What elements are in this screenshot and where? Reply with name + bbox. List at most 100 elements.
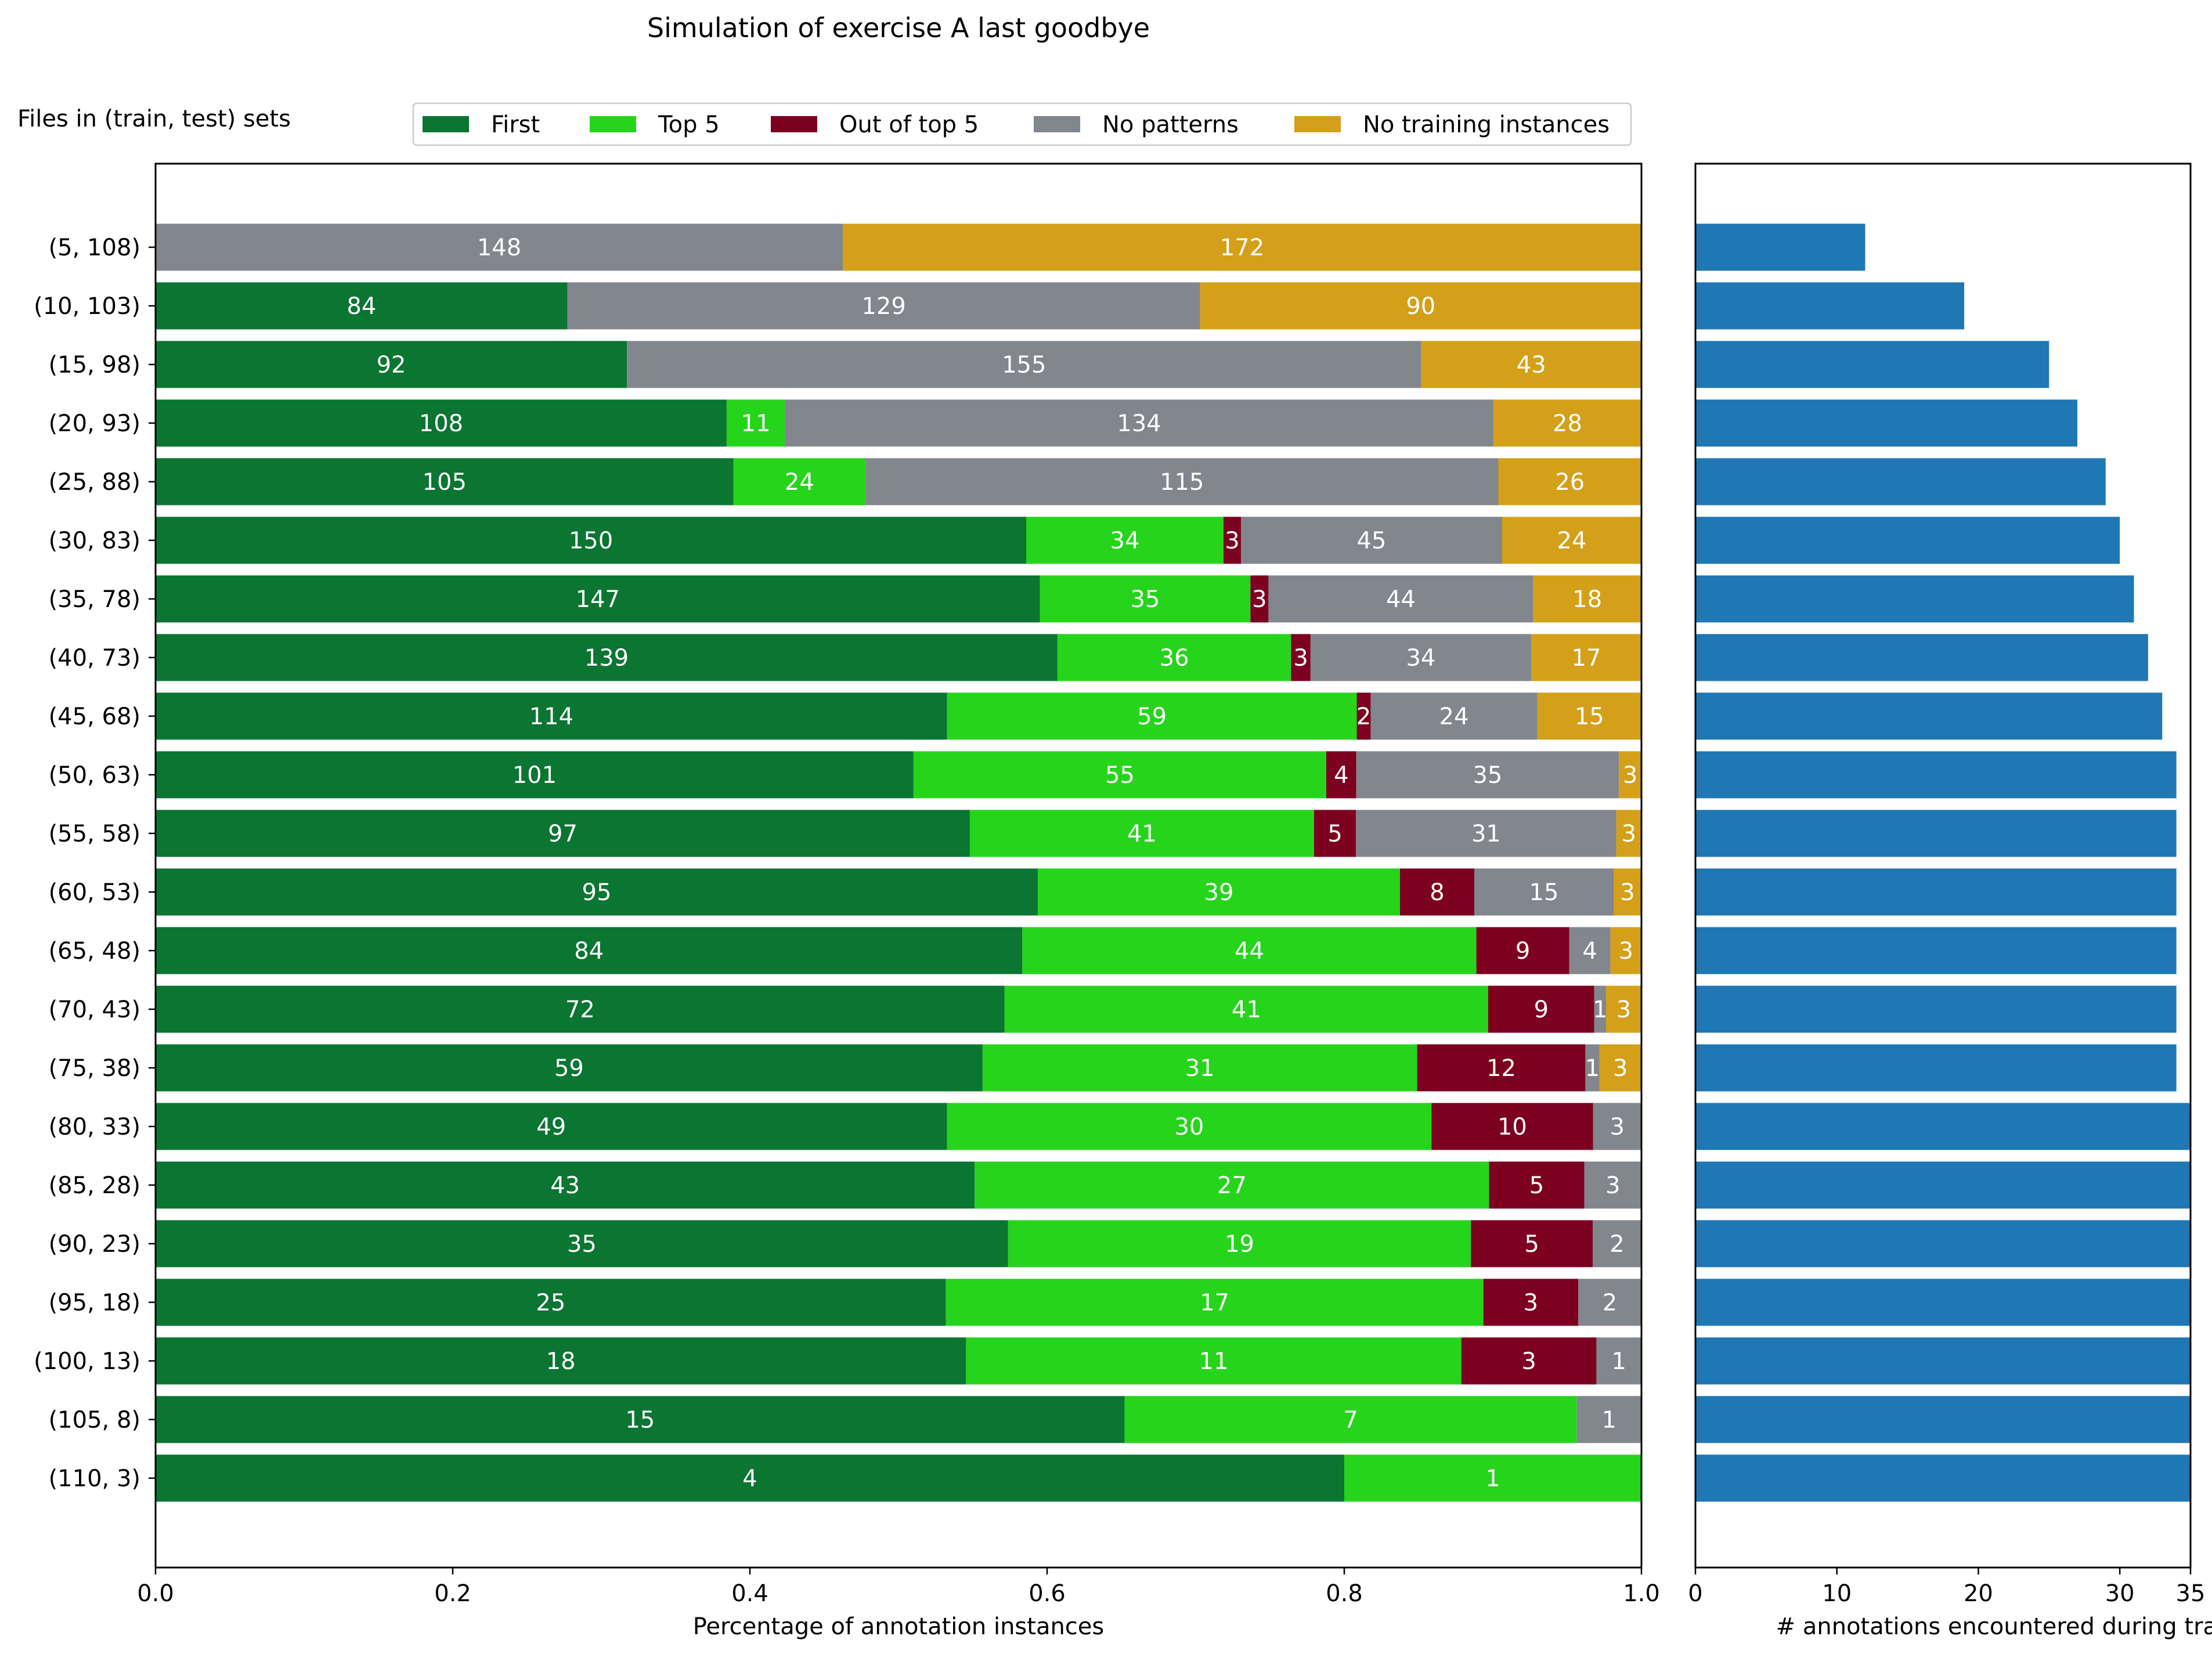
- bar-segment: [843, 223, 1641, 271]
- bar-segment: [1400, 868, 1474, 916]
- side-bar: [1695, 1220, 2191, 1267]
- x-tick-label: 0.0: [137, 1580, 174, 1607]
- bar-segment: [1488, 985, 1594, 1033]
- bar-segment: [1057, 634, 1291, 681]
- y-tick-label: (55, 58): [49, 821, 140, 847]
- bar-segment: [1594, 985, 1607, 1033]
- bar-data-label: 3: [1521, 1348, 1536, 1375]
- bar-segment: [1344, 1454, 1641, 1502]
- y-tick-label: (75, 38): [49, 1055, 140, 1082]
- bar-data-label: 59: [554, 1055, 584, 1082]
- bar-segment: [1040, 575, 1251, 623]
- bar-segment: [1585, 1044, 1600, 1092]
- bar-segment: [1314, 810, 1356, 857]
- bar-data-label: 44: [1386, 586, 1416, 613]
- chart-title: Simulation of exercise A last goodbye: [647, 12, 1150, 44]
- y-tick-label: (110, 3): [49, 1465, 140, 1492]
- bar-data-label: 11: [1199, 1348, 1229, 1375]
- bar-segment: [982, 1044, 1417, 1092]
- y-tick-label: (80, 33): [49, 1114, 140, 1140]
- bar-segment: [156, 341, 627, 388]
- bar-data-label: 3: [1622, 821, 1636, 847]
- legend-box: [412, 102, 1632, 146]
- bar-data-label: 2: [1603, 1290, 1617, 1316]
- legend: First Top 5 Out of top 5 No patterns No trai…: [412, 102, 1632, 146]
- bar-data-label: 59: [1137, 703, 1167, 730]
- bar-data-label: 3: [1225, 528, 1239, 554]
- bar-segment: [946, 1279, 1484, 1326]
- bar-segment: [1606, 985, 1641, 1033]
- bar-data-label: 15: [625, 1407, 655, 1433]
- bar-segment: [1483, 1279, 1579, 1326]
- bar-data-label: 31: [1471, 821, 1501, 847]
- bar-data-label: 31: [1185, 1055, 1215, 1082]
- legend-label: Top 5: [658, 111, 720, 138]
- bar-segment: [156, 1279, 946, 1326]
- x-tick-label: 1.0: [1623, 1580, 1660, 1607]
- bar-data-label: 139: [584, 645, 629, 671]
- bar-segment: [1370, 692, 1538, 740]
- bar-segment: [1022, 927, 1477, 974]
- legend-label: Out of top 5: [839, 111, 979, 138]
- bar-data-label: 3: [1613, 1055, 1628, 1082]
- side-bar: [1695, 1337, 2191, 1385]
- bar-segment: [865, 458, 1499, 505]
- bar-segment: [1593, 1103, 1641, 1150]
- legend-label: First: [491, 111, 540, 138]
- bar-segment: [1596, 1337, 1641, 1385]
- side-plot-background: [1695, 164, 2191, 1568]
- bar-segment: [156, 634, 1058, 681]
- bar-segment: [1619, 751, 1641, 799]
- bar-segment: [1498, 458, 1641, 505]
- bar-data-label: 2: [1356, 703, 1371, 730]
- bar-data-label: 3: [1620, 879, 1634, 906]
- bar-data-label: 27: [1217, 1172, 1247, 1199]
- y-tick-label: (65, 48): [49, 938, 140, 965]
- bar-data-label: 72: [565, 996, 595, 1023]
- legend-swatch: [771, 116, 817, 132]
- y-tick-label: (105, 8): [49, 1407, 140, 1433]
- y-tick-label: (30, 83): [49, 528, 140, 554]
- bar-data-label: 3: [1605, 1172, 1620, 1199]
- side-bar: [1695, 1161, 2191, 1209]
- side-bar: [1695, 1454, 2191, 1502]
- bar-segment: [1310, 634, 1531, 681]
- bar-data-label: 3: [1619, 938, 1633, 965]
- bar-data-label: 15: [1575, 703, 1604, 730]
- bar-data-label: 18: [1572, 586, 1602, 613]
- bar-data-label: 134: [1117, 410, 1161, 437]
- side-x-tick-label: 0: [1688, 1580, 1702, 1607]
- legend-swatch: [590, 116, 636, 132]
- bar-segment: [156, 985, 1005, 1033]
- bar-segment: [1268, 575, 1533, 623]
- y-tick-label: (100, 13): [34, 1348, 140, 1375]
- bar-segment: [1533, 575, 1641, 623]
- bar-data-label: 5: [1524, 1231, 1539, 1258]
- bar-segment: [156, 1454, 1344, 1502]
- bar-segment: [1326, 751, 1356, 799]
- bar-data-label: 1: [1602, 1407, 1616, 1433]
- bar-data-label: 3: [1610, 1114, 1625, 1140]
- bar-segment: [726, 399, 785, 447]
- bar-data-label: 97: [548, 821, 578, 847]
- bar-segment: [1474, 868, 1614, 916]
- y-tick-label: (45, 68): [49, 703, 140, 730]
- bar-data-label: 45: [1357, 528, 1387, 554]
- side-bar: [1695, 927, 2177, 974]
- bar-data-label: 4: [742, 1465, 757, 1492]
- y-tick-label: (50, 63): [49, 762, 140, 789]
- bar-data-label: 92: [377, 352, 406, 378]
- main-plot-background: [156, 164, 1641, 1568]
- bar-data-label: 90: [1406, 293, 1435, 320]
- bar-data-label: 19: [1225, 1231, 1254, 1258]
- bar-segment: [913, 751, 1326, 799]
- bar-segment: [1241, 517, 1502, 564]
- side-bar: [1695, 692, 2163, 740]
- bar-segment: [1356, 751, 1619, 799]
- bar-data-label: 3: [1293, 645, 1308, 671]
- bar-data-label: 41: [1232, 996, 1261, 1023]
- bar-segment: [156, 458, 734, 505]
- x-axis-label-side: # annotations encountered during trainin…: [1776, 1613, 2212, 1640]
